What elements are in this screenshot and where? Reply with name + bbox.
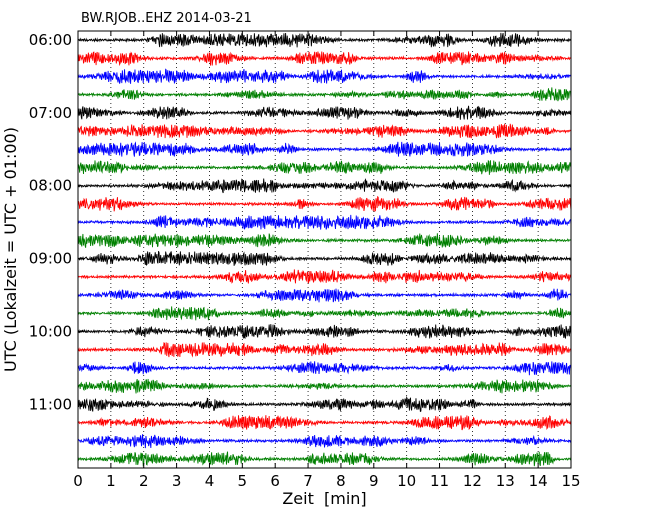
y-tick-label: 08:00 xyxy=(29,177,72,195)
seismogram-trace xyxy=(77,251,572,267)
seismogram-trace xyxy=(77,178,572,194)
seismogram-trace xyxy=(77,233,572,248)
vertical-grid xyxy=(110,31,539,468)
seismogram-trace xyxy=(77,434,572,449)
seismogram-trace xyxy=(77,361,572,376)
seismogram-trace xyxy=(77,306,572,321)
seismogram-trace xyxy=(77,68,572,84)
x-tick-label: 2 xyxy=(139,472,149,490)
y-axis-label: UTC (Lokalzeit = UTC + 01:00) xyxy=(1,127,20,372)
plot-frame xyxy=(77,30,572,469)
seismogram-trace xyxy=(77,87,572,102)
seismogram-trace xyxy=(77,105,572,120)
seismogram-trace xyxy=(77,288,572,303)
x-tick-label: 11 xyxy=(430,472,449,490)
x-tick-label: 9 xyxy=(369,472,379,490)
x-tick-label: 8 xyxy=(336,472,346,490)
x-axis-ticks: 0 1 2 3 4 5 6 7 8 9 10 11 12 13 14 15 xyxy=(73,31,581,490)
y-tick-label: 06:00 xyxy=(29,31,72,49)
x-tick-label: 7 xyxy=(303,472,313,490)
seismogram-trace xyxy=(77,123,572,139)
x-tick-label: 0 xyxy=(73,472,83,490)
x-tick-label: 14 xyxy=(529,472,548,490)
x-axis-label: Zeit [min] xyxy=(282,489,366,508)
x-tick-label: 4 xyxy=(205,472,215,490)
x-tick-label: 15 xyxy=(561,472,580,490)
x-tick-label: 12 xyxy=(463,472,482,490)
seismogram-trace xyxy=(77,395,572,413)
y-tick-label: 11:00 xyxy=(29,395,72,413)
seismogram-trace xyxy=(77,214,572,230)
seismogram-trace xyxy=(77,51,572,67)
x-tick-label: 1 xyxy=(106,472,116,490)
seismogram-trace xyxy=(77,451,572,467)
seismogram-trace xyxy=(77,159,572,175)
x-tick-label: 10 xyxy=(397,472,416,490)
y-tick-label: 09:00 xyxy=(29,250,72,268)
seismogram-trace xyxy=(77,342,572,358)
seismogram-trace xyxy=(77,141,572,157)
seismogram-trace xyxy=(77,195,572,213)
x-tick-label: 5 xyxy=(238,472,248,490)
seismogram-trace xyxy=(77,324,572,340)
seismogram-traces xyxy=(77,32,572,467)
chart-title: BW.RJOB..EHZ 2014-03-21 xyxy=(81,11,252,26)
x-tick-label: 3 xyxy=(172,472,182,490)
seismogram-trace xyxy=(77,378,572,394)
seismogram-trace xyxy=(77,269,572,284)
seismogram-trace xyxy=(77,414,572,431)
x-tick-label: 6 xyxy=(270,472,280,490)
x-tick-label: 13 xyxy=(496,472,515,490)
seismogram-trace xyxy=(77,32,572,48)
y-tick-label: 10:00 xyxy=(29,322,72,340)
y-tick-label: 07:00 xyxy=(29,104,72,122)
y-axis-ticks: 06:00 07:00 08:00 09:00 10:00 11:00 xyxy=(29,31,571,413)
